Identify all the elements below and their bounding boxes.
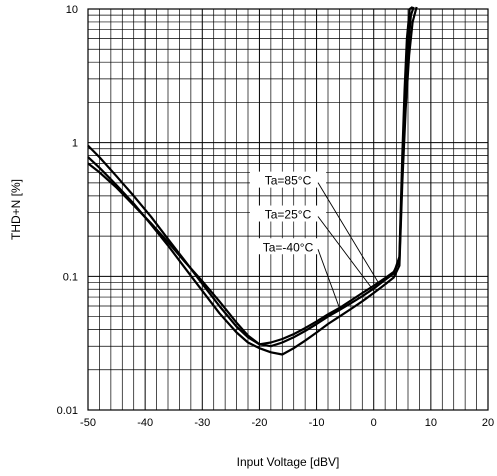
annotation-leader	[317, 249, 340, 309]
x-tick-label: 20	[482, 417, 494, 429]
x-tick-label: -20	[251, 417, 267, 429]
annotation-label: Ta=-40°C	[263, 240, 314, 254]
x-tick-label: -50	[80, 417, 96, 429]
annotation-label-bg	[250, 171, 326, 188]
x-tick-labels: -50 -40 -30 -20 -10 0 10 20	[80, 417, 494, 429]
y-tick-labels: 0.01 0.1 1 10	[57, 4, 78, 417]
x-tick-label: 0	[371, 417, 377, 429]
y-tick-label: 1	[72, 138, 78, 150]
annotation-label: Ta=25°C	[265, 208, 312, 222]
series-line-3	[87, 6, 414, 348]
series-lines	[87, 6, 418, 356]
y-tick-label: 0.01	[57, 405, 78, 417]
y-axis-title: THD+N [%]	[9, 179, 23, 240]
x-tick-label: -40	[137, 417, 153, 429]
annotation-leader	[317, 216, 375, 292]
x-tick-label: -10	[309, 417, 325, 429]
plot-frame	[87, 8, 489, 411]
annotation-label-bg	[250, 238, 326, 255]
annotation-label: Ta=85°C	[265, 174, 312, 188]
y-tick-label: 0.1	[63, 271, 78, 283]
annotations: Ta=85°C Ta=25°C Ta=-40°C	[250, 171, 380, 309]
annotation-leader	[317, 182, 380, 285]
x-axis-title: Input Voltage [dBV]	[237, 455, 340, 469]
x-tick-label: -30	[194, 417, 210, 429]
y-tick-label: 10	[66, 4, 78, 16]
grid	[87, 9, 489, 411]
x-tick-label: 10	[425, 417, 437, 429]
annotation-label-bg	[250, 205, 326, 222]
